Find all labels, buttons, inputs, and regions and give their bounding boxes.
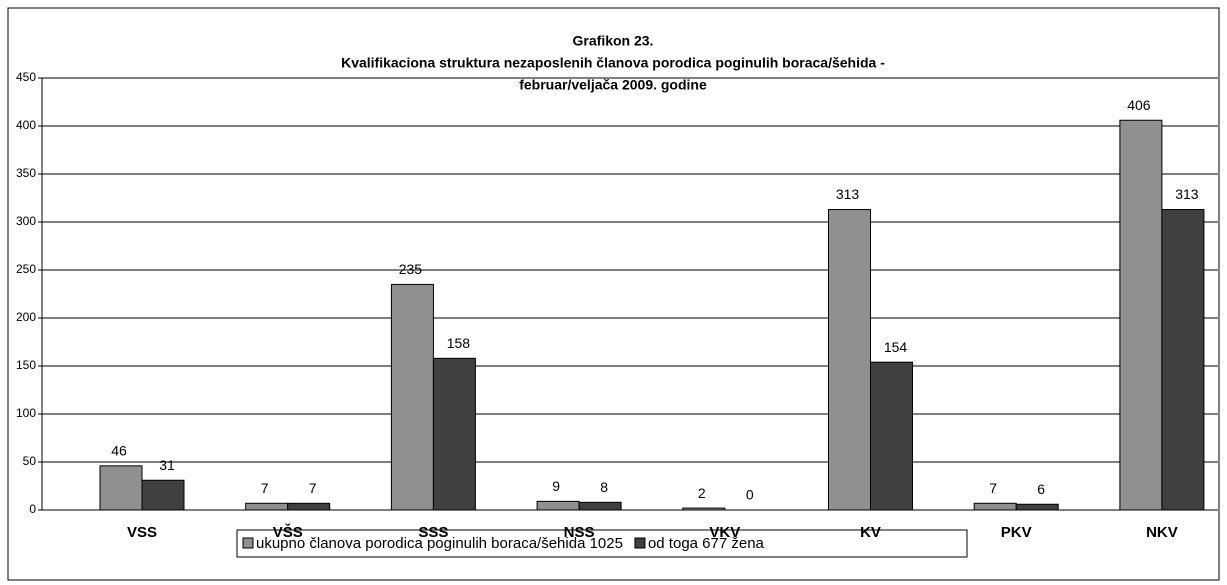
value-label: 7 — [261, 480, 269, 496]
bar — [1119, 119, 1163, 511]
x-tick-label: NKV — [1146, 524, 1178, 541]
value-label: 235 — [399, 261, 423, 277]
bar — [578, 501, 622, 511]
chart-subtitle: Kvalifikaciona struktura nezaposlenih čl… — [341, 55, 885, 71]
bar — [828, 209, 871, 511]
value-label: 158 — [447, 335, 471, 351]
bar — [432, 357, 476, 511]
x-tick-label: VKV — [709, 524, 740, 541]
x-tick-label: PKV — [1001, 524, 1032, 541]
y-tick-label: 450 — [16, 70, 36, 84]
value-label: 31 — [159, 457, 175, 473]
legend-label: od toga 677 žena — [648, 535, 765, 552]
y-tick-label: 200 — [16, 310, 36, 324]
x-tick-label: VSS — [127, 524, 157, 541]
bar — [973, 502, 1017, 511]
y-tick-label: 0 — [29, 502, 36, 516]
value-label: 7 — [309, 480, 317, 496]
legend-swatch — [242, 537, 254, 549]
y-tick-label: 100 — [16, 406, 36, 420]
x-tick-label: SSS — [418, 524, 448, 541]
bar — [141, 479, 185, 511]
value-label: 0 — [746, 487, 754, 503]
y-tick-label: 50 — [23, 454, 37, 468]
y-tick-label: 250 — [16, 262, 36, 276]
value-label: 2 — [698, 485, 706, 501]
legend-swatch — [634, 537, 646, 549]
bar — [99, 465, 143, 511]
value-label: 7 — [989, 480, 997, 496]
value-label: 6 — [1037, 481, 1045, 497]
value-label: 8 — [600, 479, 608, 495]
y-tick-label: 350 — [16, 166, 36, 180]
y-tick-label: 300 — [16, 214, 36, 228]
bar — [536, 500, 580, 511]
chart-title: Grafikon 23. — [573, 33, 654, 49]
x-tick-label: KV — [860, 524, 881, 541]
bar — [287, 502, 331, 511]
bar — [682, 507, 726, 511]
x-tick-label: NSS — [564, 524, 595, 541]
value-label: 154 — [884, 339, 908, 355]
value-label: 9 — [552, 478, 560, 494]
x-tick-label: VŠS — [273, 523, 303, 541]
y-tick-label: 400 — [16, 118, 36, 132]
chart-subtitle: februar/veljača 2009. godine — [519, 77, 707, 93]
bar — [1015, 503, 1059, 511]
bar — [245, 502, 289, 511]
bar — [870, 361, 913, 511]
chart-border — [7, 7, 1220, 581]
bar — [1161, 209, 1205, 511]
y-tick-label: 150 — [16, 358, 36, 372]
legend-label: ukupno članova porodica poginulih boraca… — [256, 535, 623, 552]
value-label: 46 — [111, 443, 127, 459]
bar — [390, 283, 434, 511]
value-label: 406 — [1127, 97, 1151, 113]
legend-box — [236, 529, 968, 558]
value-label: 313 — [836, 186, 860, 202]
value-label: 313 — [1175, 186, 1199, 202]
